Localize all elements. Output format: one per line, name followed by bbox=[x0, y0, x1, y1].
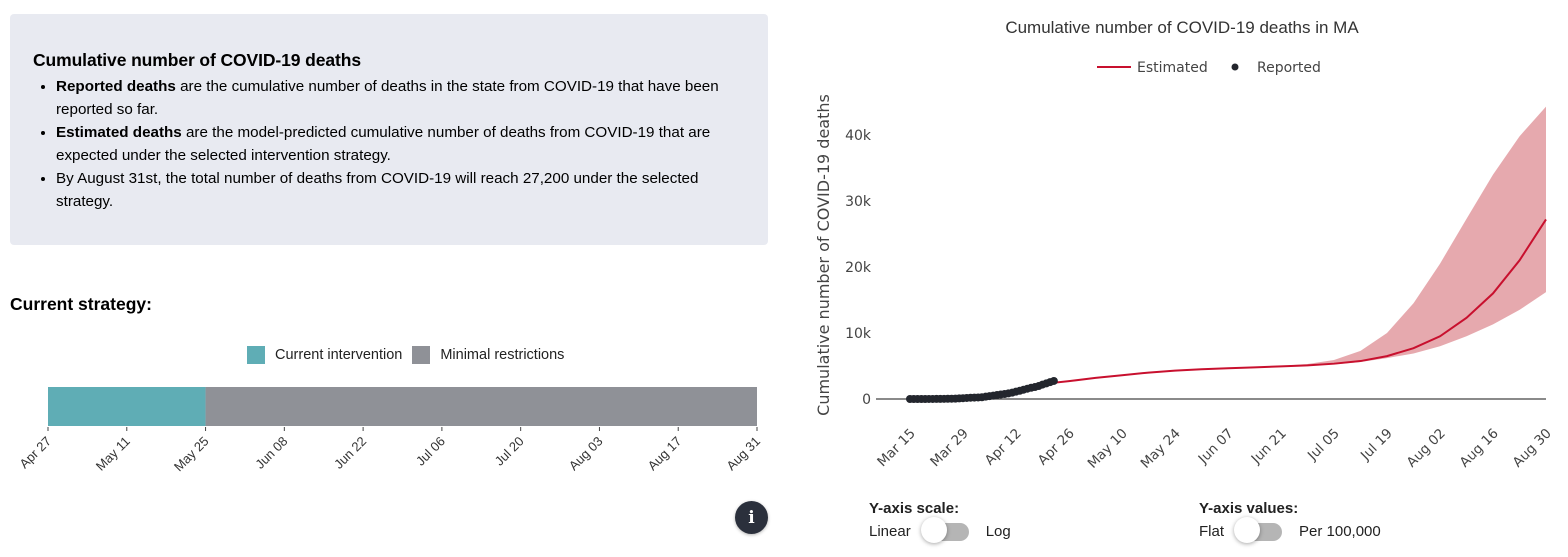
legend-swatch bbox=[412, 346, 431, 364]
x-tick-label: Aug 02 bbox=[1404, 426, 1449, 471]
info-bullet: Estimated deaths are the model-predicted… bbox=[56, 121, 746, 167]
info-bullet-text: are the model-predicted cumulative numbe… bbox=[56, 124, 711, 164]
reported-point bbox=[1049, 376, 1058, 385]
y-axis-values-toggle[interactable] bbox=[1234, 517, 1284, 543]
y-axis-scale-control: Y-axis scale: Linear Log bbox=[869, 500, 1011, 543]
info-bullet: Reported deaths are the cumulative numbe… bbox=[56, 75, 746, 121]
y-tick-label: 40k bbox=[845, 128, 872, 144]
legend-item-current-intervention[interactable]: Current intervention bbox=[247, 346, 402, 364]
strategy-timeline: Apr 27 May 11 May 25 Jun 08 Jun 22 Jul 06 Jul … bbox=[16, 387, 763, 475]
legend-swatch bbox=[247, 346, 265, 364]
timeline-tick-label: Jul 20 bbox=[492, 434, 527, 469]
x-tick-label: Mar 15 bbox=[874, 426, 919, 471]
x-tick-label: May 10 bbox=[1085, 426, 1131, 472]
legend-estimated-label: Estimated bbox=[1137, 60, 1208, 76]
linear-label: Linear bbox=[869, 522, 911, 540]
timeline-tick-label: Jul 06 bbox=[413, 434, 448, 469]
x-tick-label: Jun 21 bbox=[1248, 426, 1290, 468]
x-tick-label: Apr 12 bbox=[982, 426, 1025, 469]
x-tick-label: Mar 29 bbox=[927, 426, 972, 471]
x-tick-label: Jun 07 bbox=[1195, 426, 1237, 468]
y-axis-label: Cumulative number of COVID-19 deaths bbox=[814, 94, 833, 416]
flat-label: Flat bbox=[1199, 522, 1225, 540]
strategy-legend: Current intervention Minimal restriction… bbox=[247, 346, 574, 364]
info-bullet: By August 31st, the total number of deat… bbox=[56, 167, 746, 213]
timeline-tick-label: Apr 27 bbox=[16, 434, 54, 472]
x-tick-label: Aug 16 bbox=[1457, 426, 1502, 471]
chart-title: Cumulative number of COVID-19 deaths in … bbox=[1005, 18, 1359, 37]
x-tick-label: Apr 26 bbox=[1035, 426, 1078, 469]
estimated-range-band bbox=[1288, 106, 1546, 367]
x-tick-label: Aug 30 bbox=[1510, 426, 1555, 471]
legend-item-minimal-restrictions[interactable]: Minimal restrictions bbox=[412, 346, 564, 364]
info-title: Cumulative number of COVID-19 deaths bbox=[33, 50, 361, 70]
info-bullet-bold: Estimated deaths bbox=[56, 124, 182, 141]
timeline-tick-label: May 11 bbox=[93, 434, 133, 474]
timeline-tick-label: Jun 22 bbox=[331, 434, 369, 472]
y-tick-label: 0 bbox=[862, 392, 871, 408]
toggle-knob[interactable] bbox=[1234, 517, 1261, 543]
y-tick-label: 30k bbox=[845, 194, 872, 210]
x-tick-label: May 24 bbox=[1138, 426, 1184, 472]
info-list: Reported deaths are the cumulative numbe… bbox=[33, 75, 746, 213]
info-icon: i bbox=[748, 507, 755, 528]
timeline-tick-label: Aug 31 bbox=[723, 434, 763, 474]
per-100000-label: Per 100,000 bbox=[1299, 522, 1381, 540]
timeline-segment bbox=[205, 387, 758, 426]
timeline-segment bbox=[48, 387, 206, 426]
info-button[interactable]: i bbox=[735, 501, 768, 534]
log-label: Log bbox=[985, 522, 1011, 540]
x-tick-label: Jul 19 bbox=[1357, 426, 1396, 465]
timeline-tick-label: May 25 bbox=[171, 434, 212, 475]
legend-reported-dot-icon bbox=[1231, 63, 1239, 71]
x-tick-label: Jul 05 bbox=[1304, 426, 1343, 465]
toggle-knob[interactable] bbox=[920, 517, 947, 543]
y-axis-scale-label: Y-axis scale: bbox=[869, 500, 960, 517]
chart-legend: Estimated Reported bbox=[1097, 60, 1321, 76]
y-tick-label: 20k bbox=[845, 260, 872, 276]
y-tick-label: 10k bbox=[845, 326, 872, 342]
timeline-tick-label: Aug 03 bbox=[566, 434, 606, 474]
info-bullet-bold: Reported deaths bbox=[56, 78, 176, 95]
timeline-tick-label: Jun 08 bbox=[252, 434, 290, 472]
estimated-line bbox=[1049, 218, 1547, 385]
legend-label: Minimal restrictions bbox=[440, 347, 565, 363]
y-axis-values-label: Y-axis values: bbox=[1199, 500, 1299, 517]
timeline-tick-label: Aug 17 bbox=[645, 434, 685, 474]
info-bullet-text: By August 31st, the total number of deat… bbox=[56, 170, 699, 210]
y-axis-values-control: Y-axis values: Flat Per 100,000 bbox=[1199, 500, 1381, 543]
deaths-chart: Cumulative number of COVID-19 deaths in … bbox=[814, 18, 1555, 472]
strategy-title: Current strategy: bbox=[10, 294, 152, 314]
y-axis-scale-toggle[interactable] bbox=[920, 517, 971, 543]
info-bullet-text: are the cumulative number of deaths in t… bbox=[56, 78, 719, 118]
legend-label: Current intervention bbox=[275, 347, 403, 363]
legend-reported-label: Reported bbox=[1257, 60, 1321, 76]
info-panel: Cumulative number of COVID-19 deaths Rep… bbox=[10, 14, 768, 245]
